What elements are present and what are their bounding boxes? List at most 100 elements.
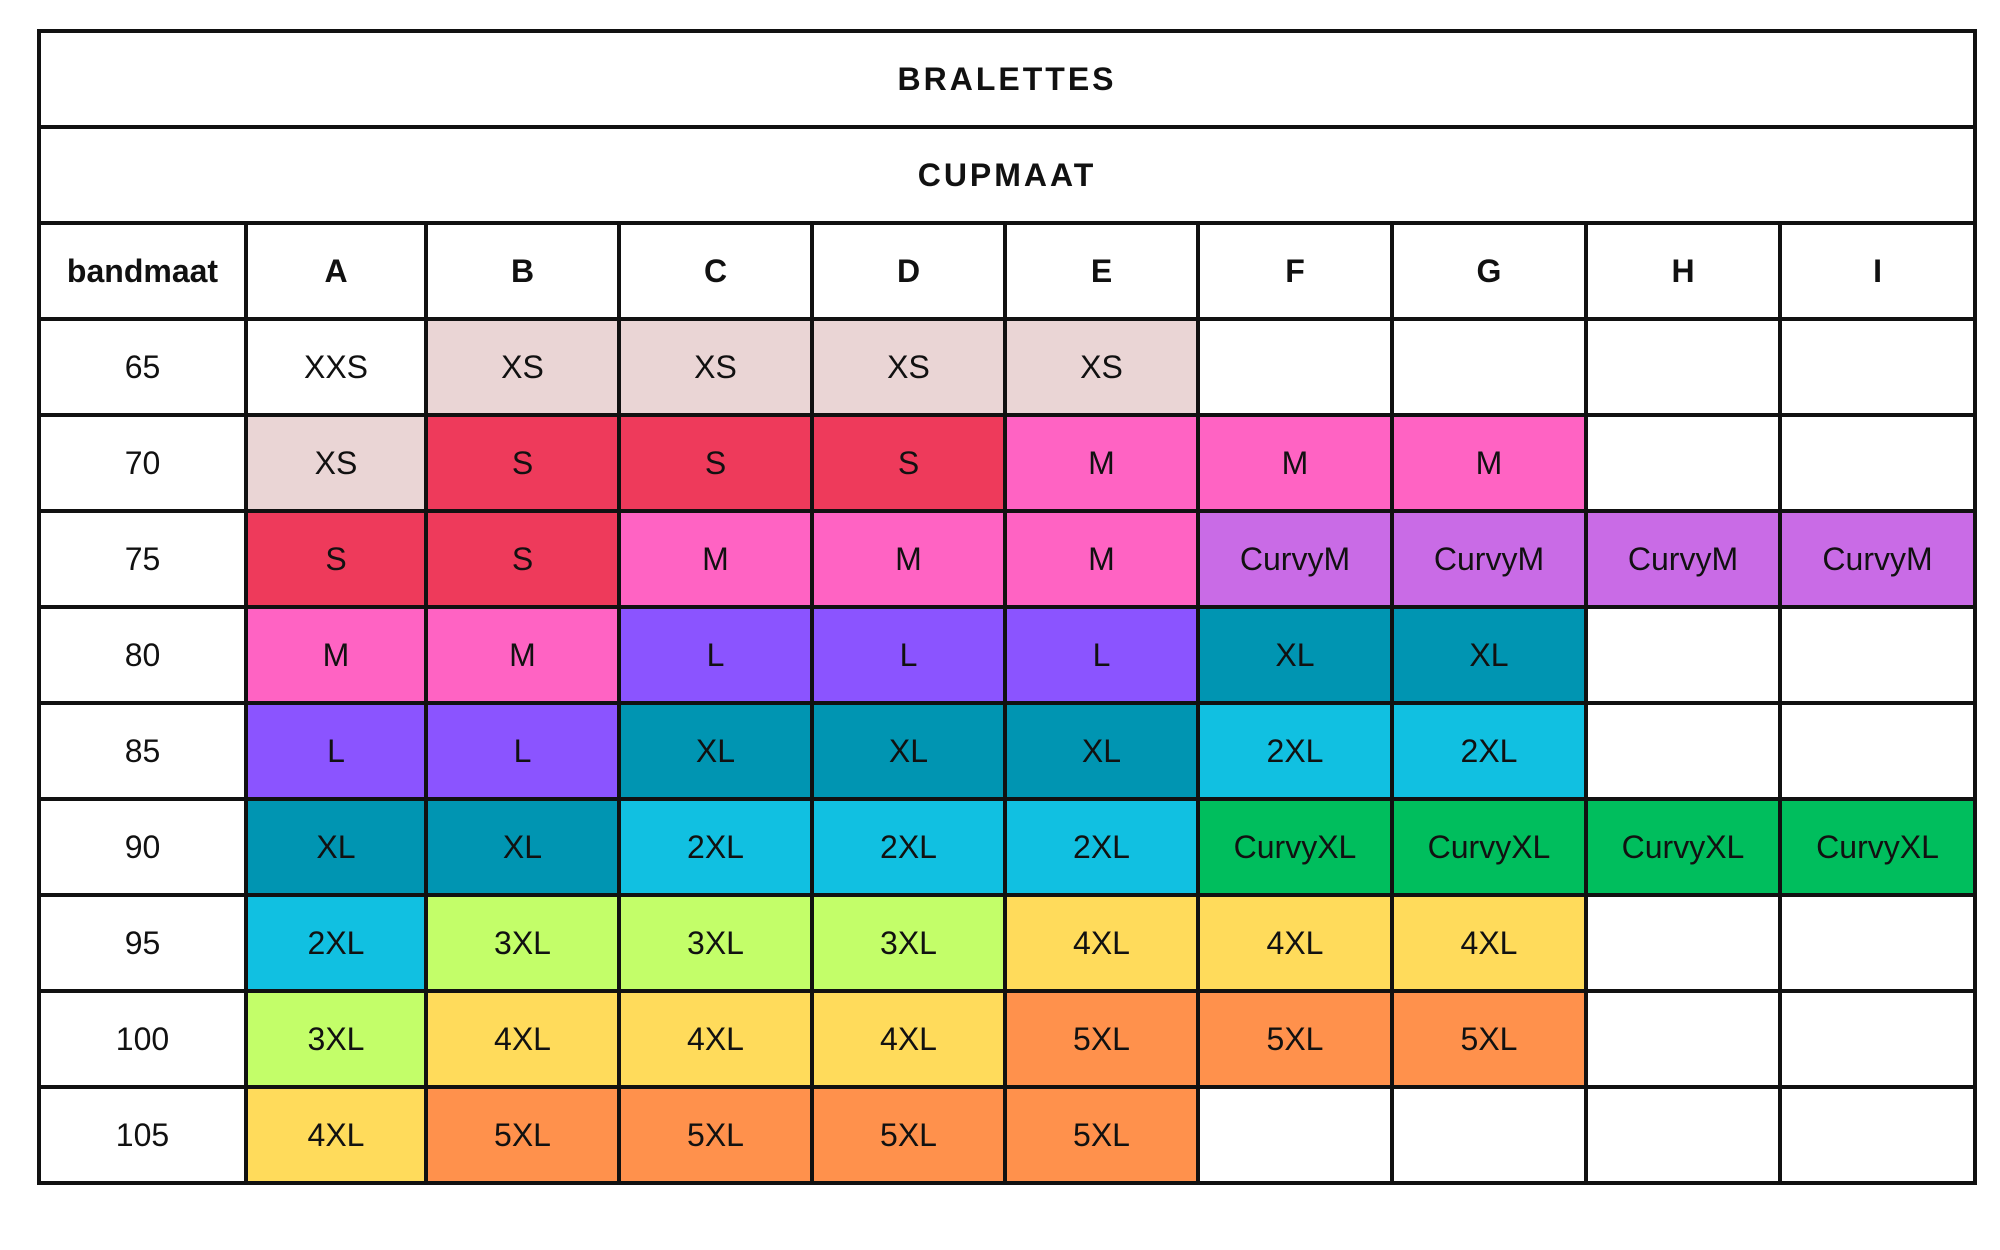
size-cell: S bbox=[424, 413, 621, 513]
size-cell: XS bbox=[617, 317, 814, 417]
size-cell bbox=[1584, 605, 1782, 705]
size-cell: XS bbox=[244, 413, 428, 513]
size-cell: CurvyM bbox=[1196, 509, 1394, 609]
size-cell: 4XL bbox=[424, 989, 621, 1089]
size-cell: XS bbox=[1003, 317, 1200, 417]
size-cell: CurvyXL bbox=[1584, 797, 1782, 897]
size-cell: L bbox=[1003, 605, 1200, 705]
size-cell: 3XL bbox=[810, 893, 1007, 993]
size-cell: 4XL bbox=[244, 1085, 428, 1185]
size-row: 75 S S M M M CurvyM CurvyM CurvyM CurvyM bbox=[37, 509, 1978, 609]
size-cell: XL bbox=[1390, 605, 1588, 705]
size-cell: 3XL bbox=[424, 893, 621, 993]
size-cell: M bbox=[424, 605, 621, 705]
size-cell: M bbox=[1003, 509, 1200, 609]
size-cell bbox=[1584, 701, 1782, 801]
cup-header-h: H bbox=[1584, 221, 1782, 321]
size-row: 105 4XL 5XL 5XL 5XL 5XL bbox=[37, 1085, 1978, 1185]
size-row: 70 XS S S S M M M bbox=[37, 413, 1978, 513]
size-cell bbox=[1390, 317, 1588, 417]
size-cell bbox=[1584, 989, 1782, 1089]
size-cell: CurvyM bbox=[1584, 509, 1782, 609]
size-cell: 5XL bbox=[1003, 1085, 1200, 1185]
size-cell: 2XL bbox=[244, 893, 428, 993]
size-cell: 2XL bbox=[1003, 797, 1200, 897]
cup-header-g: G bbox=[1390, 221, 1588, 321]
cup-header-f: F bbox=[1196, 221, 1394, 321]
size-cell: M bbox=[1390, 413, 1588, 513]
size-cell: 2XL bbox=[1390, 701, 1588, 801]
size-row: 95 2XL 3XL 3XL 3XL 4XL 4XL 4XL bbox=[37, 893, 1978, 993]
size-row: 100 3XL 4XL 4XL 4XL 5XL 5XL 5XL bbox=[37, 989, 1978, 1089]
size-cell: 4XL bbox=[1003, 893, 1200, 993]
size-cell: S bbox=[424, 509, 621, 609]
size-cell bbox=[1584, 1085, 1782, 1185]
band-size-cell: 105 bbox=[37, 1085, 248, 1185]
size-cell: 2XL bbox=[617, 797, 814, 897]
size-cell: 3XL bbox=[617, 893, 814, 993]
band-size-cell: 85 bbox=[37, 701, 248, 801]
cup-header-i: I bbox=[1777, 221, 1978, 321]
cup-header-c: C bbox=[617, 221, 814, 321]
band-size-cell: 90 bbox=[37, 797, 248, 897]
size-cell: M bbox=[810, 509, 1007, 609]
size-cell: 2XL bbox=[810, 797, 1007, 897]
size-cell: XL bbox=[424, 797, 621, 897]
size-cell: 5XL bbox=[1196, 989, 1394, 1089]
size-cell: 5XL bbox=[617, 1085, 814, 1185]
size-cell: L bbox=[617, 605, 814, 705]
size-cell bbox=[1196, 317, 1394, 417]
band-size-header: bandmaat bbox=[37, 221, 248, 321]
size-cell: 3XL bbox=[244, 989, 428, 1089]
size-row: 80 M M L L L XL XL bbox=[37, 605, 1978, 705]
size-cell: M bbox=[1003, 413, 1200, 513]
size-cell: M bbox=[617, 509, 814, 609]
size-cell: 4XL bbox=[617, 989, 814, 1089]
band-size-cell: 80 bbox=[37, 605, 248, 705]
band-size-cell: 65 bbox=[37, 317, 248, 417]
size-cell bbox=[1584, 413, 1782, 513]
size-cell: 4XL bbox=[810, 989, 1007, 1089]
band-size-cell: 95 bbox=[37, 893, 248, 993]
size-cell: L bbox=[810, 605, 1007, 705]
cup-header-b: B bbox=[424, 221, 621, 321]
band-size-cell: 70 bbox=[37, 413, 248, 513]
size-cell: 5XL bbox=[1390, 989, 1588, 1089]
size-cell bbox=[1390, 1085, 1588, 1185]
size-cell: XXS bbox=[244, 317, 428, 417]
size-cell: S bbox=[617, 413, 814, 513]
size-cell: CurvyXL bbox=[1196, 797, 1394, 897]
size-cell bbox=[1196, 1085, 1394, 1185]
size-row: 65 XXS XS XS XS XS bbox=[37, 317, 1978, 417]
size-cell: L bbox=[424, 701, 621, 801]
size-row: 85 L L XL XL XL 2XL 2XL bbox=[37, 701, 1978, 801]
cup-header-d: D bbox=[810, 221, 1007, 321]
size-cell: 5XL bbox=[424, 1085, 621, 1185]
size-cell bbox=[1777, 701, 1978, 801]
band-size-cell: 75 bbox=[37, 509, 248, 609]
size-cell: XL bbox=[1003, 701, 1200, 801]
size-cell: XL bbox=[244, 797, 428, 897]
size-cell: 4XL bbox=[1196, 893, 1394, 993]
size-cell: CurvyM bbox=[1390, 509, 1588, 609]
size-cell bbox=[1777, 893, 1978, 993]
size-cell bbox=[1584, 893, 1782, 993]
size-cell: CurvyXL bbox=[1777, 797, 1978, 897]
size-cell: 5XL bbox=[1003, 989, 1200, 1089]
size-cell bbox=[1777, 1085, 1978, 1185]
size-cell: 5XL bbox=[810, 1085, 1007, 1185]
size-cell: XS bbox=[810, 317, 1007, 417]
band-size-cell: 100 bbox=[37, 989, 248, 1089]
size-cell: S bbox=[810, 413, 1007, 513]
size-cell: XL bbox=[617, 701, 814, 801]
size-cell: L bbox=[244, 701, 428, 801]
size-cell: CurvyXL bbox=[1390, 797, 1588, 897]
chart-title: BRALETTES bbox=[36, 29, 1978, 129]
cup-header-e: E bbox=[1003, 221, 1200, 321]
size-row: 90 XL XL 2XL 2XL 2XL CurvyXL CurvyXL CurvyXL Curv… bbox=[37, 797, 1978, 897]
size-cell: XL bbox=[810, 701, 1007, 801]
size-cell: 4XL bbox=[1390, 893, 1588, 993]
size-cell bbox=[1777, 989, 1978, 1089]
cup-header-a: A bbox=[244, 221, 428, 321]
